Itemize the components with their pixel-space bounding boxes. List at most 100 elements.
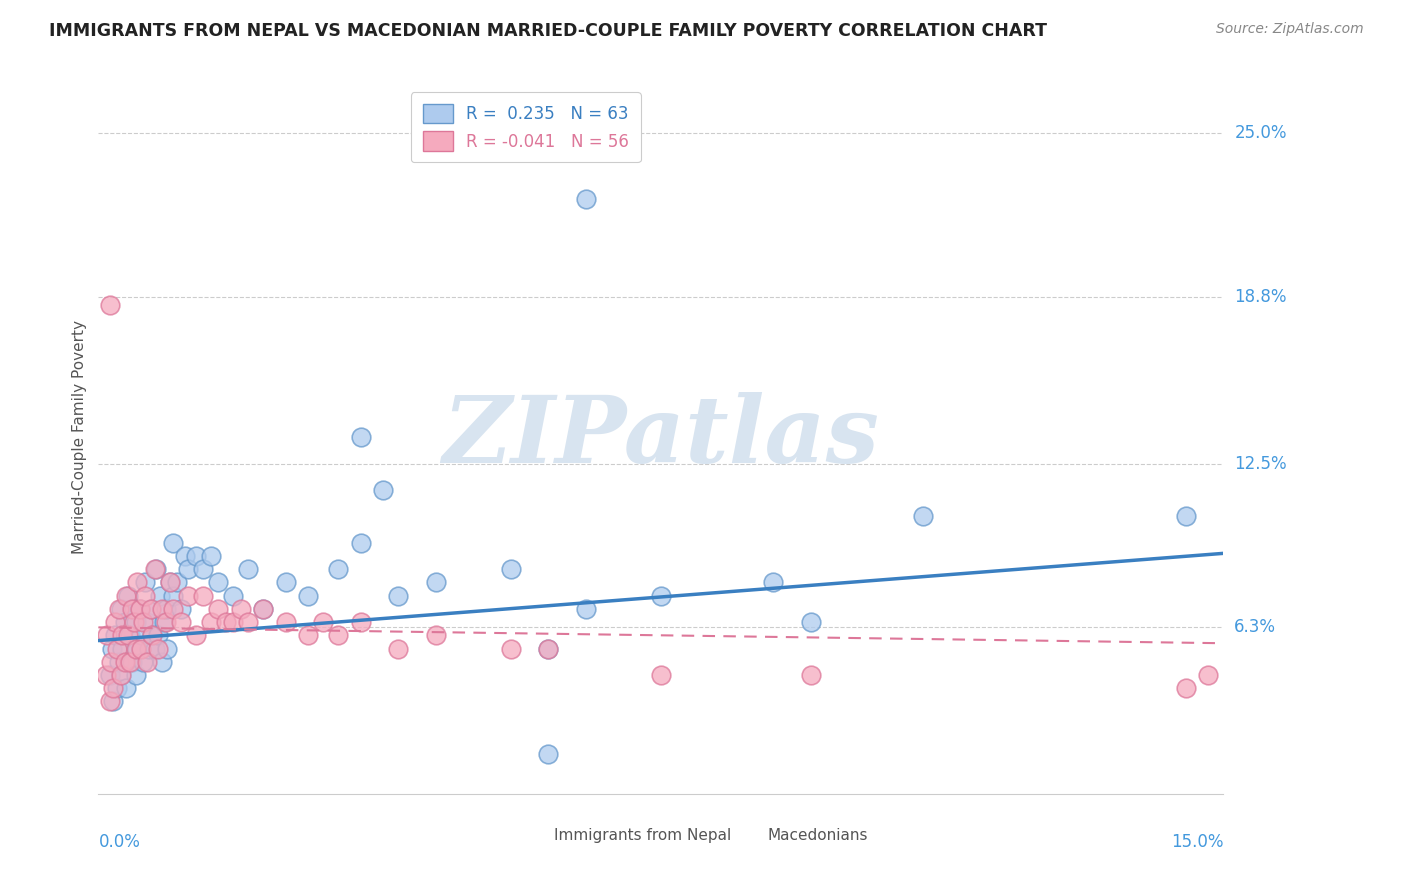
Point xyxy=(148,641,170,656)
Text: 0.0%: 0.0% xyxy=(98,833,141,851)
Point xyxy=(162,589,184,603)
Point xyxy=(252,602,274,616)
Point xyxy=(105,681,128,695)
Point xyxy=(238,615,260,629)
Point xyxy=(159,575,181,590)
Point xyxy=(166,575,188,590)
Point xyxy=(111,641,134,656)
Point xyxy=(184,628,207,642)
Point xyxy=(499,641,522,656)
Point xyxy=(115,589,138,603)
Point xyxy=(141,628,163,642)
Point xyxy=(110,668,132,682)
Point xyxy=(1174,509,1197,524)
Point xyxy=(238,562,260,576)
Point xyxy=(132,655,155,669)
Point xyxy=(425,575,447,590)
Point xyxy=(222,615,245,629)
Point xyxy=(132,615,155,629)
Point xyxy=(155,615,177,629)
Point xyxy=(170,615,193,629)
Point xyxy=(328,562,350,576)
Point xyxy=(117,655,139,669)
Point xyxy=(184,549,207,563)
Point xyxy=(800,668,823,682)
Point xyxy=(350,536,373,550)
Point xyxy=(222,589,245,603)
Point xyxy=(104,628,127,642)
Point xyxy=(762,575,785,590)
Point xyxy=(537,747,560,762)
Point xyxy=(98,694,121,708)
Point xyxy=(103,694,125,708)
Point xyxy=(499,562,522,576)
Point xyxy=(104,615,127,629)
Point xyxy=(110,602,132,616)
Point xyxy=(575,192,598,206)
Text: IMMIGRANTS FROM NEPAL VS MACEDONIAN MARRIED-COUPLE FAMILY POVERTY CORRELATION CH: IMMIGRANTS FROM NEPAL VS MACEDONIAN MARR… xyxy=(49,22,1047,40)
Point xyxy=(148,628,170,642)
Point xyxy=(912,509,935,524)
Point xyxy=(387,589,409,603)
Point xyxy=(155,602,177,616)
Point xyxy=(177,562,200,576)
Text: 12.5%: 12.5% xyxy=(1234,455,1286,473)
Point xyxy=(127,641,149,656)
Point xyxy=(143,641,166,656)
Point xyxy=(118,655,141,669)
Point xyxy=(149,589,172,603)
Point xyxy=(139,602,162,616)
Point xyxy=(128,602,150,616)
Point xyxy=(387,641,409,656)
Point xyxy=(129,628,152,642)
Point xyxy=(650,668,672,682)
Point xyxy=(103,681,125,695)
Point xyxy=(350,615,373,629)
Point xyxy=(145,562,167,576)
Point xyxy=(114,655,136,669)
Point xyxy=(297,628,319,642)
Point xyxy=(800,615,823,629)
Point xyxy=(141,628,163,642)
Point xyxy=(118,628,141,642)
Point xyxy=(125,641,148,656)
FancyBboxPatch shape xyxy=(711,822,756,847)
Text: Macedonians: Macedonians xyxy=(768,828,868,843)
Point xyxy=(1197,668,1219,682)
Point xyxy=(94,668,117,682)
Point xyxy=(297,589,319,603)
Point xyxy=(111,628,134,642)
Point xyxy=(117,589,139,603)
Point xyxy=(229,602,252,616)
Point xyxy=(98,298,121,312)
Point xyxy=(107,602,129,616)
Point xyxy=(200,549,222,563)
Point xyxy=(215,615,238,629)
Point xyxy=(138,641,160,656)
Point xyxy=(252,602,274,616)
Point xyxy=(114,615,136,629)
Point xyxy=(101,641,124,656)
Text: Immigrants from Nepal: Immigrants from Nepal xyxy=(554,828,731,843)
Point xyxy=(159,575,181,590)
Point xyxy=(350,430,373,444)
Point xyxy=(122,615,145,629)
Point xyxy=(207,575,229,590)
Point xyxy=(110,668,132,682)
Text: Source: ZipAtlas.com: Source: ZipAtlas.com xyxy=(1216,22,1364,37)
Point xyxy=(425,628,447,642)
Point xyxy=(152,615,174,629)
Point xyxy=(128,602,150,616)
Point xyxy=(207,602,229,616)
Text: 18.8%: 18.8% xyxy=(1234,288,1286,306)
Point xyxy=(274,615,297,629)
Point xyxy=(143,562,166,576)
Point xyxy=(162,602,184,616)
Point xyxy=(193,562,215,576)
Point xyxy=(136,615,159,629)
Point xyxy=(200,615,222,629)
Point xyxy=(156,641,179,656)
Point xyxy=(134,589,156,603)
Point xyxy=(139,602,162,616)
Point xyxy=(129,641,152,656)
